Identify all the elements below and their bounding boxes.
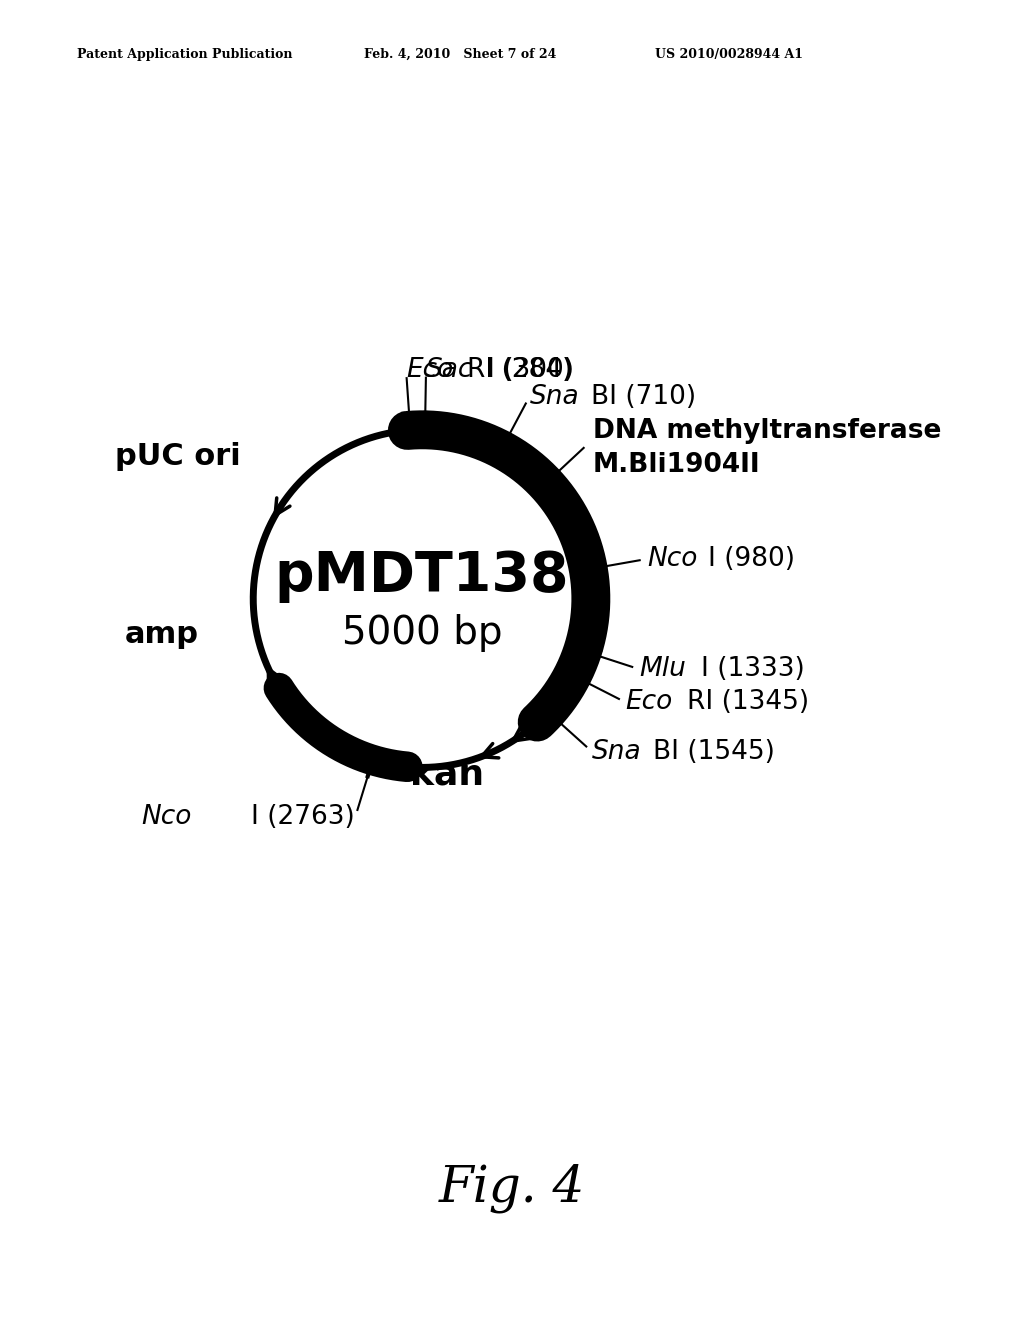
Text: Feb. 4, 2010   Sheet 7 of 24: Feb. 4, 2010 Sheet 7 of 24 xyxy=(364,48,556,61)
Text: DNA methyltransferase
M.Bli1904II: DNA methyltransferase M.Bli1904II xyxy=(593,418,941,478)
Text: Sna: Sna xyxy=(529,384,579,409)
Text: I (300): I (300) xyxy=(487,356,574,383)
Text: US 2010/0028944 A1: US 2010/0028944 A1 xyxy=(655,48,804,61)
Text: BI (1545): BI (1545) xyxy=(653,739,775,764)
Text: RI (1345): RI (1345) xyxy=(687,689,809,715)
Text: I (1333): I (1333) xyxy=(700,656,805,682)
Text: RI (284): RI (284) xyxy=(467,358,572,384)
Text: pUC ori: pUC ori xyxy=(115,442,241,471)
Text: Eco: Eco xyxy=(626,689,673,715)
Text: pMDT138: pMDT138 xyxy=(274,549,569,603)
Text: Mlu: Mlu xyxy=(640,656,686,682)
Text: Sac: Sac xyxy=(426,356,473,383)
Text: kan: kan xyxy=(411,758,484,792)
Text: Nco: Nco xyxy=(141,804,191,830)
Text: I (980): I (980) xyxy=(709,546,796,572)
Text: I (2763): I (2763) xyxy=(252,804,355,830)
Text: 5000 bp: 5000 bp xyxy=(342,614,503,652)
Text: Patent Application Publication: Patent Application Publication xyxy=(77,48,292,61)
Text: Nco: Nco xyxy=(647,546,697,572)
Text: Eco: Eco xyxy=(407,358,454,384)
Text: BI (710): BI (710) xyxy=(591,384,695,409)
Text: Fig. 4: Fig. 4 xyxy=(439,1163,585,1213)
Text: Sna: Sna xyxy=(592,739,642,764)
Text: amp: amp xyxy=(125,619,199,648)
